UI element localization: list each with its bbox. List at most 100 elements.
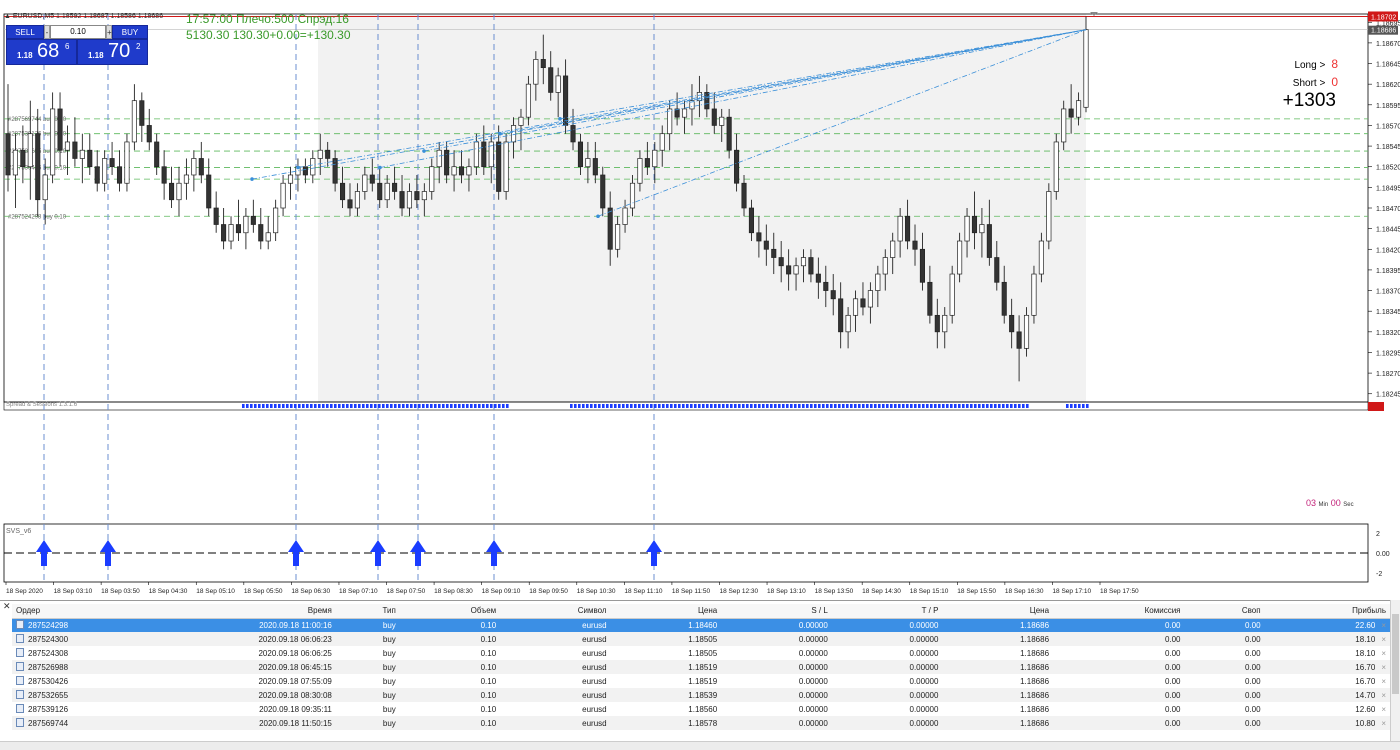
lot-decrease-button[interactable]: - (44, 25, 50, 39)
candle-body (637, 158, 643, 184)
price-tick-label: 1.18695 (1376, 20, 1400, 27)
candle-body (1009, 314, 1015, 333)
column-header[interactable]: T / P (831, 604, 943, 619)
buy-button[interactable]: BUY (112, 25, 148, 39)
spread-bar (894, 404, 897, 408)
candle-body (280, 182, 286, 209)
table-row[interactable]: 287524298 2020.09.18 11:00:16 buy 0.10 eurus… (12, 618, 1390, 632)
close-order-icon[interactable]: × (1381, 718, 1386, 728)
close-order-icon[interactable]: × (1381, 634, 1386, 644)
lot-increase-button[interactable]: + (106, 25, 112, 39)
cell-value: buy (382, 718, 396, 728)
close-order-icon[interactable]: × (1381, 662, 1386, 672)
close-order-icon[interactable]: × (1381, 620, 1386, 630)
column-header[interactable]: Своп (1184, 604, 1265, 619)
column-header[interactable]: Цена (942, 604, 1054, 619)
candle-body (421, 191, 427, 201)
table-cell: 0.00000 (721, 646, 832, 660)
close-order-icon[interactable]: × (1381, 648, 1386, 658)
table-cell: 0.00 (1053, 702, 1184, 716)
close-order-icon[interactable]: × (1381, 690, 1386, 700)
table-row[interactable]: 287539126 2020.09.18 09:35:11 buy 0.10 eurus… (12, 702, 1390, 716)
candle-body (771, 248, 777, 258)
column-header[interactable]: Цена (610, 604, 722, 619)
candle-body (696, 92, 702, 102)
cell-value: 0.10 (480, 648, 497, 658)
spread-bar (922, 404, 925, 408)
table-row[interactable]: 287524308 2020.09.18 06:06:25 buy 0.10 eurus… (12, 646, 1390, 660)
candle-body (711, 108, 717, 126)
terminal-scrollbar[interactable] (1390, 600, 1400, 750)
chart-shift-icon[interactable] (1090, 12, 1098, 16)
candle-body (570, 125, 576, 143)
table-row[interactable]: 287532655 2020.09.18 08:30:08 buy 0.10 eurus… (12, 688, 1390, 702)
chart-canvas[interactable]: 1.186951.186701.186451.186201.185951.185… (0, 0, 1400, 600)
scrollbar-thumb[interactable] (1392, 614, 1399, 694)
cell-value: 0.00000 (798, 634, 828, 644)
table-cell: 2020.09.18 08:30:08 (92, 688, 336, 702)
cell-value: 1.18686 (1020, 648, 1050, 658)
spread-bar (590, 404, 593, 408)
spread-bar (882, 404, 885, 408)
table-row[interactable]: 287569744 2020.09.18 11:50:15 buy 0.10 eurus… (12, 716, 1390, 730)
column-header[interactable]: Символ (500, 604, 611, 619)
spread-bar (282, 404, 285, 408)
candle-body (243, 215, 249, 234)
order-icon (16, 676, 24, 685)
cell-value: 0.10 (480, 662, 497, 672)
timer-sec-label: Sec (1343, 502, 1354, 508)
close-order-icon[interactable]: × (1381, 704, 1386, 714)
sell-button[interactable]: SELL (6, 25, 44, 39)
column-header[interactable]: Время (92, 604, 336, 619)
cell-value: 1.18686 (1020, 690, 1050, 700)
cell-value: buy (382, 648, 396, 658)
cell-value: eurusd (582, 648, 607, 658)
lot-input[interactable]: 0.10 (50, 25, 106, 39)
table-cell: 0.00 (1185, 660, 1265, 674)
spread-bar (906, 404, 909, 408)
spread-bar (746, 404, 749, 408)
table-cell: 16.70 × (1265, 660, 1390, 674)
cell-value: 0.00000 (909, 704, 939, 714)
column-header[interactable]: Прибыль (1264, 604, 1390, 619)
cell-value: 0.00000 (798, 704, 828, 714)
column-header[interactable]: Объем (399, 604, 501, 619)
table-row[interactable]: 287526988 2020.09.18 06:45:15 buy 0.10 eurus… (12, 660, 1390, 674)
cell-value: 0.00000 (909, 648, 939, 658)
table-cell: buy (336, 702, 400, 716)
spread-bar (726, 404, 729, 408)
spread-bar (682, 404, 685, 408)
candle-body (905, 215, 911, 242)
candle-body (838, 298, 844, 333)
spread-bar (698, 404, 701, 408)
candle-body (667, 108, 673, 135)
candle-body (823, 281, 829, 291)
close-icon[interactable]: ✕ (3, 601, 11, 611)
table-cell: eurusd (500, 716, 610, 730)
close-order-icon[interactable]: × (1381, 676, 1386, 686)
column-header[interactable]: Тип (335, 604, 400, 619)
candle-body (377, 182, 383, 201)
spread-bar (1022, 404, 1025, 408)
candle-body (979, 224, 985, 234)
cell-value: 0.00 (1164, 704, 1181, 714)
buy-signal-arrow-icon (646, 540, 662, 566)
cell-value: 0.00 (1164, 662, 1181, 672)
spread-bar (470, 404, 473, 408)
table-row[interactable]: 287530426 2020.09.18 07:55:09 buy 0.10 eurus… (12, 674, 1390, 688)
buy-price[interactable]: 1.18 70 2 (77, 39, 148, 65)
spread-bar (774, 404, 777, 408)
column-header[interactable]: Комиссия (1053, 604, 1185, 619)
candle-body (5, 133, 11, 176)
column-header[interactable]: S / L (721, 604, 832, 619)
sell-price[interactable]: 1.18 68 6 (6, 39, 77, 65)
price-chart[interactable]: 1.18695 1.18670 1.18645 1.18620 1.18595 1.185… (0, 0, 1400, 600)
table-cell: 0.00000 (832, 688, 943, 702)
cell-value: 0.00 (1244, 634, 1261, 644)
column-header[interactable]: Ордер (12, 604, 92, 619)
spread-bar (710, 404, 713, 408)
table-row[interactable]: 287524300 2020.09.18 06:06:23 buy 0.10 eurus… (12, 632, 1390, 646)
candle-body (1031, 273, 1037, 316)
long-label: Long > (1294, 60, 1326, 71)
table-cell: 0.10 (400, 618, 500, 632)
